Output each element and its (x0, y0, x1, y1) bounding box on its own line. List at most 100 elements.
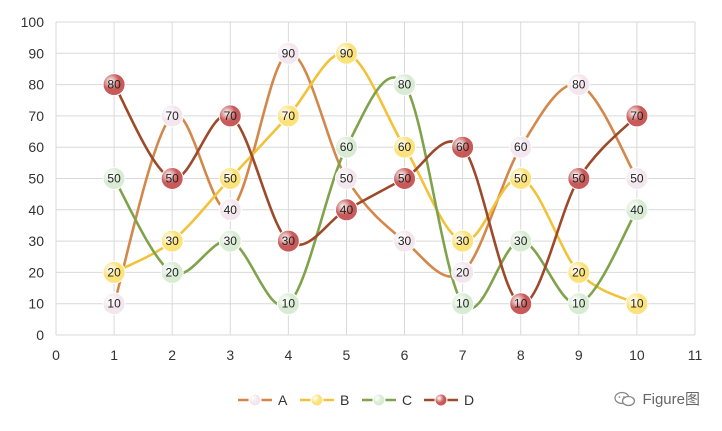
y-tick-label: 40 (28, 202, 44, 218)
y-tick-label: 0 (36, 327, 44, 343)
y-tick-label: 70 (28, 108, 44, 124)
data-label-C: 30 (224, 234, 238, 248)
data-point-A (625, 167, 649, 190)
data-label-D: 50 (398, 172, 412, 186)
watermark: Figure图 (614, 388, 700, 409)
data-point-B (160, 229, 184, 253)
wechat-icon (614, 391, 636, 407)
data-label-A: 60 (514, 140, 528, 154)
data-label-C: 10 (456, 297, 470, 311)
series-line-D (112, 83, 638, 306)
data-point-D (276, 229, 300, 253)
data-label-B: 20 (107, 265, 121, 279)
data-label-B: 30 (166, 234, 180, 248)
data-point-D (334, 198, 358, 222)
x-tick-label: 2 (168, 347, 176, 363)
data-label-A: 10 (107, 297, 121, 311)
data-point-A (509, 135, 533, 159)
data-label-A: 70 (166, 109, 180, 123)
data-label-B: 50 (514, 172, 528, 186)
x-tick-label: 9 (575, 347, 583, 363)
data-label-A: 80 (572, 78, 586, 92)
data-point-C (393, 73, 417, 97)
data-label-C: 10 (572, 297, 586, 311)
data-label-B: 30 (456, 234, 470, 248)
data-label-A: 90 (282, 46, 296, 60)
data-point-C (276, 292, 300, 316)
data-label-C: 20 (166, 265, 180, 279)
data-point-A (218, 198, 242, 222)
data-label-C: 60 (340, 140, 354, 154)
data-label-D: 60 (456, 140, 470, 154)
x-tick-label: 11 (688, 347, 703, 363)
data-label-D: 70 (224, 109, 238, 123)
legend-marker-A (248, 393, 262, 407)
x-tick-label: 1 (110, 347, 118, 363)
data-point-A (334, 167, 358, 190)
data-point-B (625, 292, 649, 316)
data-point-D (509, 292, 533, 316)
y-tick-label: 50 (28, 171, 44, 187)
data-point-A (451, 260, 475, 284)
legend-marker-C (372, 393, 386, 407)
y-tick-label: 90 (28, 45, 44, 61)
data-point-D (218, 104, 242, 128)
data-point-A (567, 73, 591, 97)
data-label-B: 60 (398, 140, 412, 154)
data-point-A (102, 292, 126, 316)
x-tick-label: 4 (284, 347, 292, 363)
data-point-C (160, 260, 184, 284)
x-tick-label: 0 (52, 347, 60, 363)
data-label-B: 90 (340, 46, 354, 60)
data-point-B (451, 229, 475, 253)
y-tick-label: 60 (28, 139, 44, 155)
data-label-B: 10 (630, 297, 644, 311)
data-label-C: 10 (282, 297, 296, 311)
data-label-A: 20 (456, 265, 470, 279)
data-point-B (276, 104, 300, 128)
data-label-B: 20 (572, 265, 586, 279)
data-point-C (218, 229, 242, 253)
data-point-C (334, 135, 358, 159)
series-line-B (113, 51, 638, 305)
x-tick-label: 5 (343, 347, 351, 363)
x-tick-label: 8 (517, 347, 525, 363)
data-label-A: 40 (224, 203, 238, 217)
data-point-D (102, 73, 126, 97)
data-point-B (218, 167, 242, 190)
data-point-D (451, 135, 475, 159)
data-point-B (393, 135, 417, 159)
data-label-A: 50 (340, 172, 354, 186)
data-point-A (160, 104, 184, 128)
x-tick-label: 10 (629, 347, 645, 363)
data-point-B (334, 41, 358, 65)
data-point-C (509, 229, 533, 253)
data-label-C: 30 (514, 234, 528, 248)
y-tick-label: 20 (28, 264, 44, 280)
data-label-C: 80 (398, 78, 412, 92)
legend-marker-B (310, 393, 324, 407)
data-point-D (393, 167, 417, 190)
data-point-D (625, 104, 649, 128)
data-label-B: 70 (282, 109, 296, 123)
data-label-D: 50 (166, 172, 180, 186)
legend-marker-D (434, 393, 448, 407)
data-point-D (160, 167, 184, 190)
x-tick-label: 3 (226, 347, 234, 363)
data-label-D: 70 (630, 109, 644, 123)
series-line-C (112, 76, 639, 310)
data-point-B (567, 260, 591, 284)
data-point-A (276, 41, 300, 65)
data-point-C (567, 292, 591, 316)
legend-label-D: D (464, 392, 474, 408)
x-tick-label: 7 (459, 347, 467, 363)
data-label-D: 10 (514, 297, 528, 311)
data-point-B (509, 167, 533, 190)
y-tick-label: 30 (28, 233, 44, 249)
data-label-D: 50 (572, 172, 586, 186)
data-label-D: 30 (282, 234, 296, 248)
watermark-text: Figure图 (642, 391, 700, 408)
legend-label-A: A (278, 392, 288, 408)
data-label-D: 40 (340, 203, 354, 217)
